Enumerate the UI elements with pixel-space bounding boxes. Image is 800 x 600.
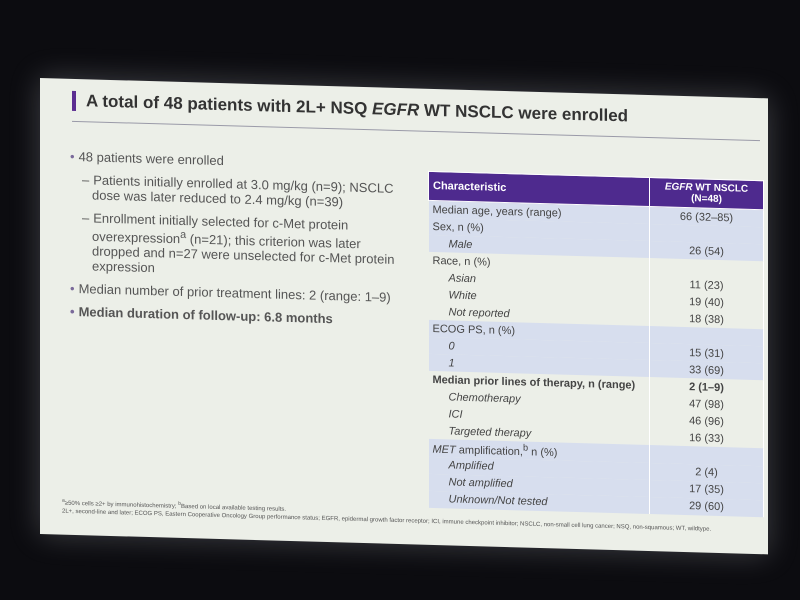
text-run: amplification, bbox=[455, 444, 523, 459]
slide-title: A total of 48 patients with 2L+ NSQ EGFR… bbox=[72, 90, 629, 127]
sub-bullet: Enrollment initially selected for c-Met … bbox=[92, 210, 396, 282]
text-run: MET bbox=[432, 443, 456, 457]
bullet: 48 patients were enrolled bbox=[79, 149, 396, 173]
text-run: EGFR bbox=[372, 99, 420, 120]
title-rule bbox=[72, 120, 760, 142]
bullet-list: 48 patients were enrolledPatients initia… bbox=[66, 149, 396, 337]
text-run: A total of 48 patients with 2L+ NSQ bbox=[86, 91, 373, 119]
characteristics-table: Characteristic EGFR WT NSCLC (N=48) Median … bbox=[428, 171, 764, 517]
sub-bullet: Patients initially enrolled at 3.0 mg/kg… bbox=[92, 172, 396, 210]
text-run: WT NSCLC were enrolled bbox=[419, 100, 629, 126]
text-run: EGFR bbox=[664, 181, 693, 194]
header-cell: EGFR WT NSCLC (N=48) bbox=[649, 177, 764, 210]
bullet: Median number of prior treatment lines: … bbox=[79, 281, 396, 305]
bullet: Median duration of follow-up: 6.8 months bbox=[79, 304, 396, 328]
slide: A total of 48 patients with 2L+ NSQ EGFR… bbox=[40, 78, 768, 555]
text-run: n (%) bbox=[528, 446, 558, 460]
